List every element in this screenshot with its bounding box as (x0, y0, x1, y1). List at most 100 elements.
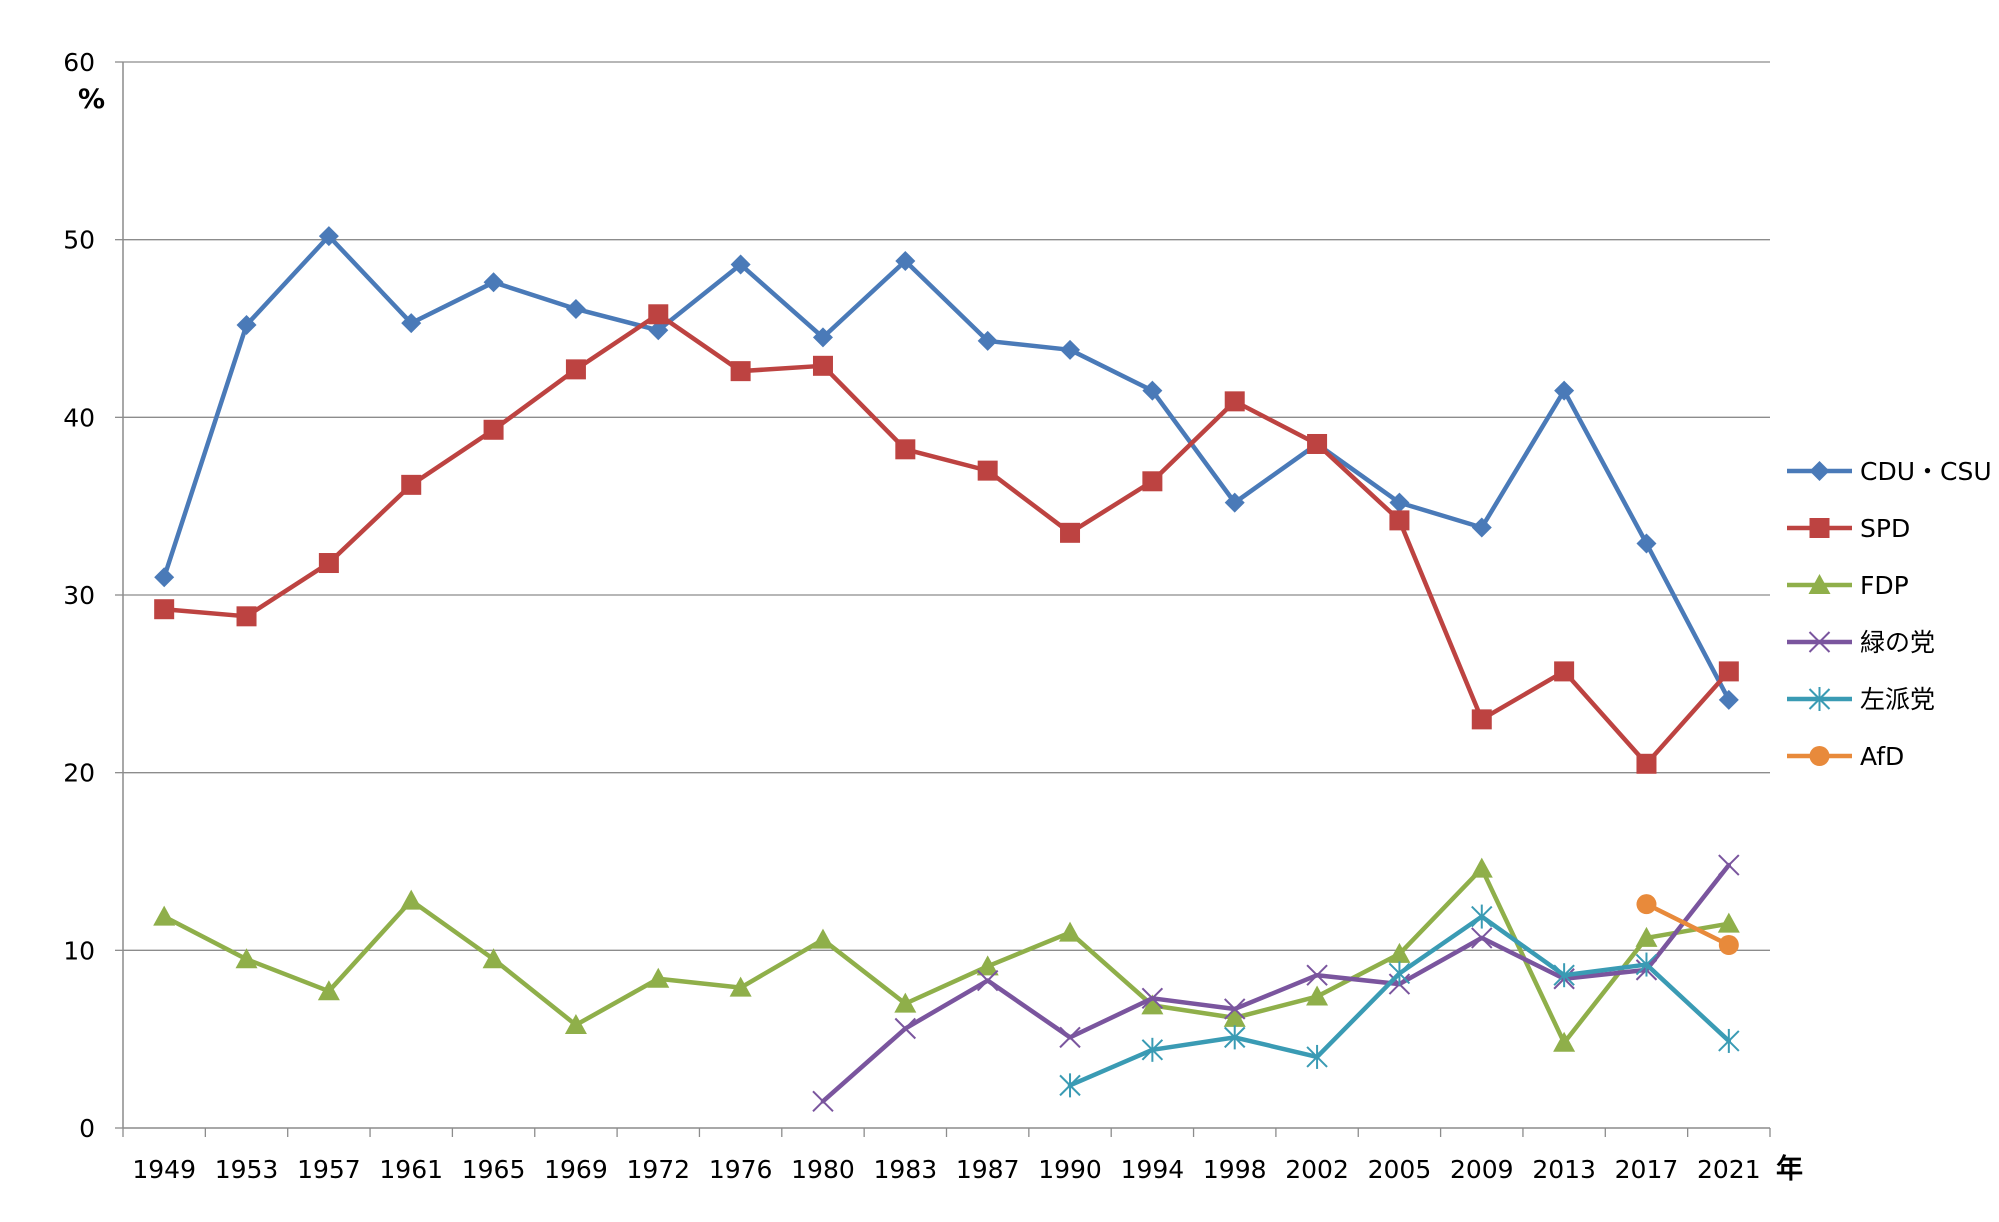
x-tick-label-1961: 1961 (379, 1155, 443, 1184)
data-point-4-2005 (1388, 961, 1411, 986)
x-tick-label-2009: 2009 (1450, 1155, 1514, 1184)
data-point-0-1994 (1142, 380, 1163, 401)
y-tick-label-10: 10 (63, 936, 95, 965)
data-point-2-2009 (1470, 857, 1493, 878)
series-line-2 (161, 866, 1732, 1045)
series-2 (153, 857, 1740, 1052)
legend-marker-1 (1809, 518, 1830, 538)
x-tick-label-2002: 2002 (1285, 1155, 1349, 1184)
data-point-0-2009 (1471, 517, 1492, 538)
data-point-2-2017 (1635, 926, 1658, 947)
x-tick-label-1998: 1998 (1203, 1155, 1267, 1184)
data-point-3-1994 (1141, 987, 1164, 1010)
data-point-1-1980 (812, 355, 833, 376)
data-point-3-2021 (1718, 854, 1740, 876)
legend-marker-5 (1809, 746, 1830, 766)
legend-marker-3 (1808, 631, 1831, 653)
data-point-4-1990 (1059, 1073, 1081, 1098)
series-line-0 (161, 233, 1732, 703)
data-point-3-1987 (976, 969, 999, 992)
data-point-0-1957 (318, 226, 339, 247)
data-point-2-1961 (400, 889, 423, 910)
data-point-1-2009 (1471, 709, 1492, 730)
data-point-1-1949 (154, 599, 175, 620)
data-point-1-1983 (895, 439, 916, 460)
y-axis-unit-label: % (78, 84, 105, 115)
data-point-2-2013 (1553, 1031, 1576, 1052)
data-point-0-1953 (236, 314, 257, 335)
x-tick-label-1994: 1994 (1121, 1155, 1185, 1184)
data-point-1-1994 (1142, 471, 1163, 492)
series-0 (154, 226, 1739, 710)
x-tick-label-1972: 1972 (626, 1155, 690, 1184)
data-point-4-2013 (1553, 963, 1575, 988)
y-tick-label-20: 20 (63, 759, 95, 788)
series-line-5 (1644, 901, 1732, 948)
legend-item-5: AfD (1787, 742, 1904, 771)
data-point-1-1969 (565, 359, 586, 380)
series-line-1 (161, 312, 1732, 767)
legend-item-4: 左派党 (1787, 685, 1935, 714)
legend-marker-0 (1809, 461, 1830, 481)
legend-label-4: 左派党 (1860, 685, 1935, 714)
data-point-0-2013 (1554, 380, 1575, 401)
data-point-4-1998 (1224, 1025, 1246, 1050)
data-point-4-2021 (1718, 1028, 1740, 1053)
data-point-0-2005 (1389, 492, 1410, 513)
legend-item-0: CDU・CSU (1787, 457, 1992, 486)
series-lines (153, 226, 1740, 1113)
data-point-0-2017 (1636, 533, 1657, 554)
x-tick-label-1965: 1965 (462, 1155, 526, 1184)
y-tick-label-40: 40 (63, 403, 95, 432)
legend-marker-4 (1808, 687, 1831, 711)
x-tick-label-2005: 2005 (1368, 1155, 1432, 1184)
data-point-1-2002 (1307, 433, 1328, 454)
x-tick-label-1949: 1949 (132, 1155, 196, 1184)
data-point-2-1998 (1223, 1006, 1246, 1027)
data-point-2-1965 (482, 948, 505, 969)
legend-marker-2 (1808, 574, 1831, 594)
data-point-0-1969 (565, 298, 586, 319)
x-tick-label-1969: 1969 (544, 1155, 608, 1184)
data-point-2-2002 (1306, 985, 1329, 1006)
data-point-1-2013 (1554, 661, 1575, 682)
legend-label-5: AfD (1860, 742, 1904, 771)
data-point-1-2017 (1636, 753, 1657, 774)
data-point-2-1969 (564, 1013, 587, 1034)
data-point-0-1998 (1224, 492, 1245, 513)
data-point-1-1998 (1224, 391, 1245, 412)
data-point-3-2002 (1306, 964, 1328, 986)
data-point-0-1949 (154, 567, 175, 588)
data-point-1-1965 (483, 419, 504, 440)
series-line-3 (820, 862, 1732, 1104)
data-point-1-1957 (318, 553, 339, 574)
data-point-2-1980 (811, 928, 834, 949)
data-point-2-1976 (729, 976, 752, 997)
data-point-2-1987 (976, 955, 999, 976)
x-tick-label-2021: 2021 (1697, 1155, 1761, 1184)
data-point-0-1976 (730, 254, 751, 275)
data-point-2-1972 (647, 967, 670, 988)
series-4 (1059, 904, 1740, 1098)
legend-item-1: SPD (1787, 514, 1910, 543)
data-point-0-2021 (1718, 689, 1739, 710)
data-point-1-1990 (1060, 522, 1081, 543)
data-point-1-1953 (236, 606, 257, 627)
data-point-3-1983 (894, 1017, 917, 1040)
legend-label-1: SPD (1860, 514, 1910, 543)
data-point-2-1983 (894, 992, 917, 1013)
data-point-1-1987 (977, 460, 998, 481)
legend-label-2: FDP (1860, 571, 1909, 600)
data-point-0-1987 (977, 330, 998, 351)
data-point-0-1965 (483, 272, 504, 293)
x-tick-label-1990: 1990 (1038, 1155, 1102, 1184)
data-point-5-2017 (1636, 894, 1657, 915)
x-tick-label-1976: 1976 (709, 1155, 773, 1184)
x-axis-unit-label: 年 (1776, 1153, 1803, 1185)
data-point-4-2002 (1306, 1044, 1328, 1069)
y-tick-label-0: 0 (79, 1114, 95, 1143)
x-tick-label-1957: 1957 (297, 1155, 361, 1184)
